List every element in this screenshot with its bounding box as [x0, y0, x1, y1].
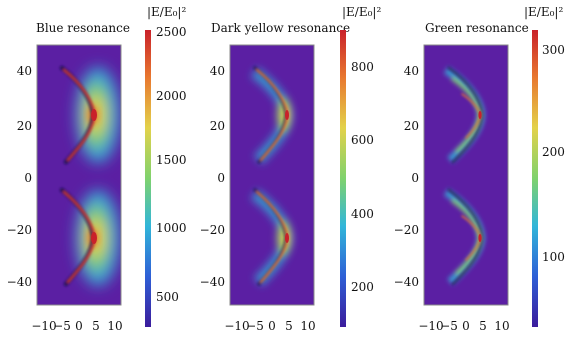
x-tick: 0 — [75, 319, 83, 333]
x-tick: 5 — [92, 319, 100, 333]
y-tick: 0 — [24, 171, 32, 185]
y-tick: −20 — [7, 223, 32, 237]
colorbar-tick: 200 — [351, 280, 374, 294]
x-tick: −5 — [246, 319, 264, 333]
x-tick: 0 — [268, 319, 276, 333]
field-map — [37, 45, 121, 305]
plot-frame — [229, 44, 315, 306]
y-tick: 40 — [17, 64, 32, 78]
y-tick: 40 — [404, 64, 419, 78]
y-tick: 0 — [411, 171, 419, 185]
y-tick: 20 — [17, 119, 32, 133]
field-map — [424, 45, 508, 305]
y-axis: 40 20 0 −20 −40 — [200, 64, 225, 289]
x-tick: −10 — [224, 319, 249, 333]
panel-title: Green resonance — [425, 21, 529, 35]
y-tick: −40 — [7, 275, 32, 289]
panel-title: Dark yellow resonance — [211, 21, 350, 35]
panel-title: Blue resonance — [36, 21, 130, 35]
colorbar-tick: 200 — [542, 145, 565, 159]
y-tick: 20 — [404, 119, 419, 133]
x-axis: −10 −5 0 5 10 — [224, 319, 315, 333]
colorbar-tick: 100 — [542, 250, 565, 264]
colorbar-tick: 2000 — [156, 89, 187, 103]
x-tick: 5 — [285, 319, 293, 333]
y-tick: −40 — [200, 275, 225, 289]
x-axis: −10 −5 0 5 10 — [31, 319, 122, 333]
y-tick: −20 — [394, 223, 419, 237]
x-tick: −5 — [440, 319, 458, 333]
x-tick: 0 — [462, 319, 470, 333]
colorbar-tick: 600 — [351, 133, 374, 147]
y-axis: 40 20 0 −20 −40 — [7, 64, 32, 289]
y-tick: −40 — [394, 275, 419, 289]
panel-blue-resonance: Blue resonance — [7, 5, 187, 333]
colorbar: |E/E₀|² 800 600 400 200 — [340, 5, 381, 327]
x-tick: 10 — [494, 319, 509, 333]
colorbar: |E/E₀|² 2500 2000 1500 1000 500 — [145, 5, 187, 327]
colorbar-tick: 1000 — [156, 221, 187, 235]
y-tick: 0 — [217, 171, 225, 185]
colorbar-tick: 500 — [156, 290, 179, 304]
x-tick: 10 — [107, 319, 122, 333]
panel-dark-yellow-resonance: Dark yellow resonance 40 20 — [200, 5, 382, 333]
colorbar-tick: 300 — [542, 43, 565, 57]
y-tick: 20 — [210, 119, 225, 133]
plot-frame — [36, 44, 122, 306]
colorbar-tick: 800 — [351, 60, 374, 74]
x-tick: −10 — [418, 319, 443, 333]
colorbar-label: |E/E₀|² — [524, 5, 563, 19]
x-axis: −10 −5 0 5 10 — [418, 319, 509, 333]
colorbar: |E/E₀|² 300 200 100 — [524, 5, 565, 327]
y-axis: 40 20 0 −20 −40 — [394, 64, 419, 289]
panel-green-resonance: Green resonance 40 20 0 −20 − — [394, 5, 565, 333]
plot-frame — [423, 44, 509, 306]
y-tick: 40 — [210, 64, 225, 78]
x-tick: −10 — [31, 319, 56, 333]
colorbar-tick: 1500 — [156, 153, 187, 167]
colorbar-tick: 2500 — [156, 25, 187, 39]
x-tick: −5 — [53, 319, 71, 333]
colorbar-tick: 400 — [351, 207, 374, 221]
field-map — [230, 45, 314, 305]
colorbar-label: |E/E₀|² — [342, 5, 381, 19]
colorbar-label: |E/E₀|² — [147, 5, 186, 19]
x-tick: 5 — [479, 319, 487, 333]
x-tick: 10 — [300, 319, 315, 333]
y-tick: −20 — [200, 223, 225, 237]
